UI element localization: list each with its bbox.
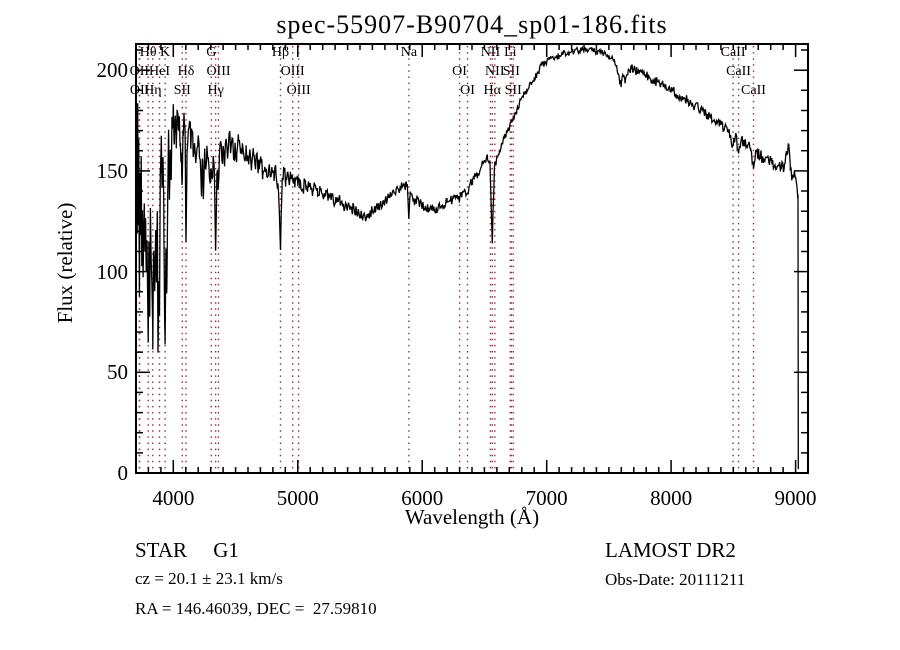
x-tick-label: 4000 [152,486,195,510]
axis-ticks [135,44,809,474]
spectral-line-label: HeI [149,64,171,79]
y-tick-label: 0 [117,461,129,485]
y-tick-label: 100 [96,259,129,284]
x-tick-label: 5000 [276,486,319,510]
spectral-line-label: SII [173,83,191,98]
spectral-line-label: OII [129,83,150,98]
x-tick-label: 7000 [525,486,568,510]
spectral-line-label: SII [504,83,522,98]
coordinates-text: RA = 146.46039, DEC = 27.59810 [135,599,377,618]
spectral-line-label: CaII [741,83,766,98]
page-title: spec-55907-B90704_sp01-186.fits [276,10,668,39]
spectral-line-label: Na [400,45,418,60]
spectral-line-label: CaII [726,64,751,79]
x-tick-label: 6000 [401,486,444,510]
spectral-line-label: CaII [720,45,746,60]
y-tick-label: 50 [107,360,128,385]
x-tick-label: 8000 [650,486,693,510]
spectral-line-label: OII [129,64,150,79]
spectral-line-label: OIII [280,64,305,79]
spectral-line-label: OIII [286,83,311,98]
spectral-line-label: Hδ [177,64,195,79]
obs-date-text: Obs-Date: 20111211 [605,570,746,589]
spectral-line-label: SII [502,64,520,79]
spectral-line-label: Hθ [139,45,157,60]
spectral-line-label: NII [480,45,501,60]
spectral-line-label: Hη [144,83,162,98]
spectral-line-label: OI [452,64,467,79]
spectral-line-label: OIII [206,64,231,79]
object-class-text: STAR G1 [135,538,239,562]
spectrum-trace [135,45,799,470]
y-tick-label: 150 [96,158,129,183]
spectral-line-label: Hβ [271,45,290,60]
plot-frame [135,43,809,474]
spectral-line-label: NII [485,64,505,79]
spectral-line-label: Hα [483,83,501,98]
spectral-line-label: K [160,45,171,60]
x-tick-label: 9000 [774,486,817,510]
x-axis-label: Wavelength (Å) [404,505,540,529]
spectral-line-label: Li [504,45,517,60]
spectral-line-label: G [206,45,217,60]
radial-velocity-text: cz = 20.1 ± 23.1 km/s [135,569,283,588]
y-tick-label: 200 [96,58,129,83]
spectral-line-label: OI [460,83,475,98]
survey-name-text: LAMOST DR2 [605,538,736,562]
spectral-line-label: Hγ [207,83,224,98]
